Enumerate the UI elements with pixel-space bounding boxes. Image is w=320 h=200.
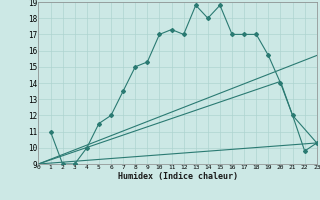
X-axis label: Humidex (Indice chaleur): Humidex (Indice chaleur) [118,172,238,181]
